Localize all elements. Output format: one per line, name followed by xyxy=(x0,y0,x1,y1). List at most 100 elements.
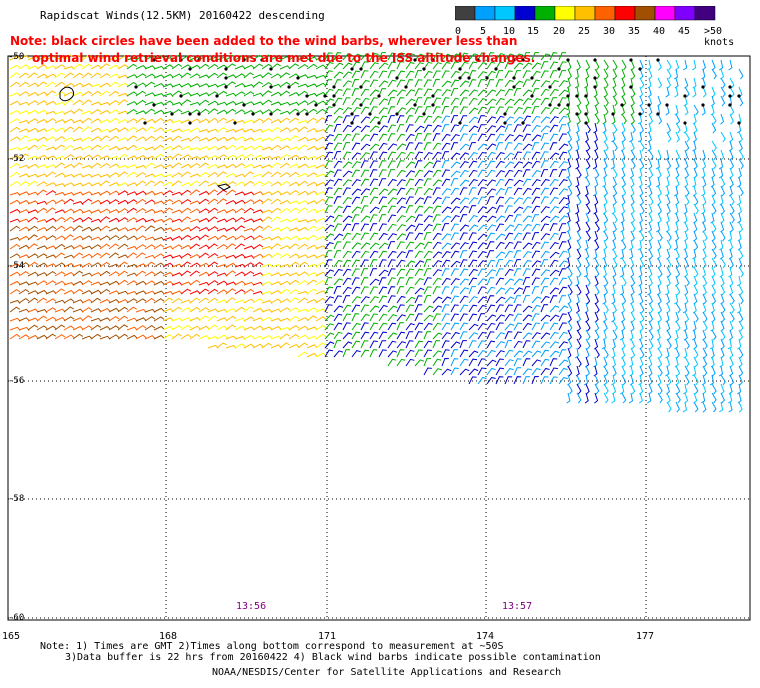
wind-barb xyxy=(297,334,309,340)
wind-barb xyxy=(648,311,654,323)
wind-barb xyxy=(117,99,128,106)
wind-barb xyxy=(459,115,468,124)
wind-barb xyxy=(728,383,733,395)
wind-barb xyxy=(629,365,634,377)
wind-barb xyxy=(27,200,39,205)
wind-barb xyxy=(306,326,318,331)
wind-barb xyxy=(738,68,744,80)
wind-barb xyxy=(477,187,486,196)
wind-barb xyxy=(566,203,571,215)
wind-barb xyxy=(126,74,138,79)
wind-barb xyxy=(342,223,352,232)
contamination-circle xyxy=(368,112,372,116)
wind-barb xyxy=(153,236,165,241)
wind-barb xyxy=(414,178,424,187)
wind-barb xyxy=(333,350,344,358)
wind-barb xyxy=(126,63,138,70)
wind-barb xyxy=(9,225,21,232)
wind-barb xyxy=(692,140,697,152)
wind-barb xyxy=(504,88,514,97)
wind-barb xyxy=(306,137,318,142)
wind-barb xyxy=(396,286,405,295)
wind-barb xyxy=(306,218,318,223)
wind-barb xyxy=(611,311,616,323)
wind-barb xyxy=(324,98,335,106)
wind-barb xyxy=(558,133,567,142)
wind-barb xyxy=(612,194,617,206)
wind-barb xyxy=(450,232,459,241)
wind-barb xyxy=(414,242,425,250)
wind-barb xyxy=(180,253,192,259)
wind-barb xyxy=(441,296,452,304)
wind-barb xyxy=(216,126,228,133)
wind-barb xyxy=(710,356,715,368)
wind-barbs xyxy=(9,52,744,413)
wind-barb xyxy=(459,295,469,304)
wind-barb xyxy=(162,237,174,242)
wind-barb xyxy=(414,340,424,349)
legend-swatch xyxy=(574,5,596,21)
contamination-circle xyxy=(701,85,705,89)
wind-barb xyxy=(369,70,379,79)
wind-barb xyxy=(594,167,600,179)
wind-barb xyxy=(252,253,264,259)
wind-barb xyxy=(441,106,449,115)
wind-barb xyxy=(450,223,459,232)
wind-barb xyxy=(710,302,715,314)
wind-barb xyxy=(81,307,93,313)
wind-barb xyxy=(603,356,608,368)
wind-barb xyxy=(279,153,291,160)
wind-barb xyxy=(360,340,369,349)
wind-barb xyxy=(540,269,551,277)
wind-barb xyxy=(540,376,549,385)
wind-barb xyxy=(117,127,129,133)
wind-barb xyxy=(405,331,414,340)
wind-barb xyxy=(639,95,644,107)
wind-barb xyxy=(657,95,662,107)
wind-barb xyxy=(693,212,698,224)
wind-barb xyxy=(540,151,549,160)
wind-barb xyxy=(153,262,165,268)
wind-barb xyxy=(63,99,74,106)
contamination-circle xyxy=(656,112,660,116)
wind-barb xyxy=(180,171,191,178)
wind-barb xyxy=(243,262,255,268)
wind-barb xyxy=(99,325,111,331)
wind-barb xyxy=(675,392,681,404)
wind-barb xyxy=(558,115,568,124)
contamination-circle xyxy=(521,58,525,62)
wind-barb xyxy=(396,70,405,79)
contamination-circle xyxy=(647,103,651,107)
wind-barb xyxy=(585,383,590,395)
wind-barb xyxy=(198,325,210,331)
wind-barb xyxy=(45,90,56,97)
wind-barb xyxy=(81,136,93,142)
legend-swatch xyxy=(634,5,656,21)
legend-swatch xyxy=(594,5,616,21)
wind-barb xyxy=(629,167,634,179)
wind-barb xyxy=(351,152,362,160)
wind-barb xyxy=(189,218,201,223)
wind-barb xyxy=(477,133,487,142)
wind-barb xyxy=(522,169,531,178)
wind-barb xyxy=(36,253,48,259)
wind-barb xyxy=(27,91,39,97)
wind-barb xyxy=(126,164,138,169)
wind-barb xyxy=(441,133,451,142)
wind-barb xyxy=(234,136,246,142)
wind-barb xyxy=(252,261,264,268)
wind-barb xyxy=(450,178,459,187)
wind-barb xyxy=(261,263,273,268)
wind-barb xyxy=(648,365,653,377)
wind-barb xyxy=(279,127,291,133)
wind-barb xyxy=(558,359,569,367)
wind-barb xyxy=(315,191,327,196)
wind-barb xyxy=(540,133,548,142)
wind-barb xyxy=(288,324,300,331)
wind-barb xyxy=(576,221,581,233)
wind-barb xyxy=(54,127,66,133)
wind-barb xyxy=(225,136,237,142)
wind-barb xyxy=(126,101,138,106)
wind-barb xyxy=(306,63,318,70)
wind-barb xyxy=(9,326,21,331)
